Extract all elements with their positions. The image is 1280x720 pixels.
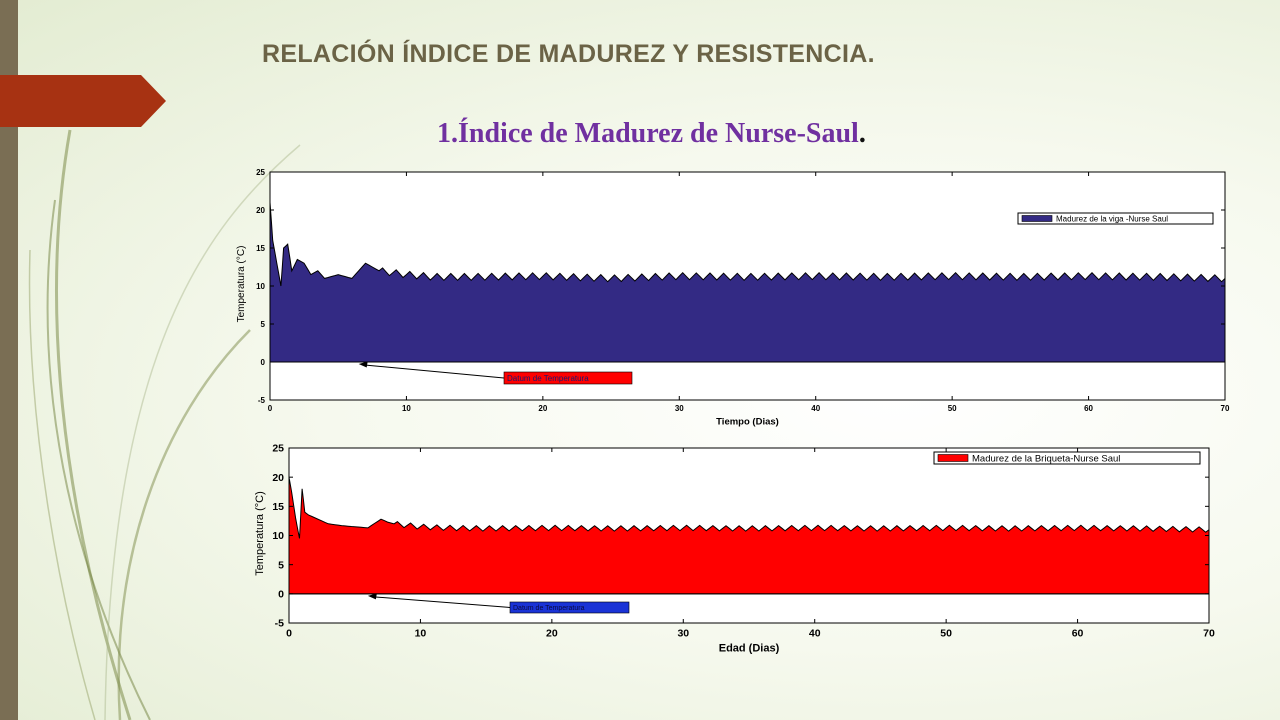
x-tick-label: 70 [1203, 628, 1215, 640]
x-tick-label: 40 [811, 404, 820, 413]
annotation-arrow [364, 364, 505, 379]
series-area [269, 202, 1226, 363]
legend-box [933, 451, 1201, 465]
x-axis-label: Tiempo (Dias) [716, 417, 779, 428]
subtitle-text: 1.Índice de Madurez de Nurse-Saul [437, 118, 859, 149]
series-area [288, 477, 1210, 595]
y-tick-label: 5 [261, 320, 266, 329]
y-tick-label: 10 [256, 282, 265, 291]
x-tick-label: 0 [268, 404, 273, 413]
slide-subtitle: 1.Índice de Madurez de Nurse-Saul. [437, 118, 866, 150]
decorative-swirl-lines [28, 129, 301, 720]
x-tick-label: 40 [809, 628, 821, 640]
legend-swatch [1021, 215, 1053, 222]
y-tick-label: -5 [275, 618, 284, 630]
y-axis-label: Temperatura (°C) [254, 491, 266, 575]
x-tick-label: 60 [1084, 404, 1093, 413]
y-tick-label: 25 [256, 168, 265, 177]
x-tick-label: 10 [402, 404, 411, 413]
y-tick-label: 15 [256, 244, 265, 253]
legend-box [1017, 212, 1214, 225]
y-tick-label: -5 [258, 396, 266, 405]
y-tick-label: 20 [256, 206, 265, 215]
title-accent-tab [0, 75, 166, 127]
y-tick-label: 20 [272, 472, 284, 484]
annotation-arrowhead [358, 361, 368, 368]
slide-title: RELACIÓN ÍNDICE DE MADUREZ Y RESISTENCIA… [262, 40, 875, 68]
x-tick-label: 50 [940, 628, 952, 640]
y-tick-label: 15 [272, 501, 284, 513]
annotation-arrow [373, 596, 511, 608]
x-axis-label: Edad (Dias) [719, 643, 780, 655]
x-tick-label: 70 [1221, 404, 1230, 413]
annotation-label: Datum de Temperatura [507, 374, 589, 383]
legend-label: Madurez de la viga -Nurse Saul [1056, 215, 1168, 224]
y-tick-label: 25 [272, 443, 284, 455]
x-tick-label: 20 [546, 628, 558, 640]
x-tick-label: 60 [1072, 628, 1084, 640]
x-tick-label: 30 [677, 628, 689, 640]
x-tick-label: 20 [538, 404, 547, 413]
annotation-label: Datum de Temperatura [513, 605, 585, 612]
x-tick-label: 30 [675, 404, 684, 413]
y-tick-label: 0 [278, 589, 284, 601]
subtitle-period: . [858, 118, 866, 149]
y-axis-label: Temperatura (°C) [236, 246, 247, 323]
left-accent-bar [0, 0, 18, 720]
y-tick-label: 0 [261, 358, 266, 367]
x-tick-label: 50 [948, 404, 957, 413]
annotation-arrowhead [367, 593, 377, 600]
legend-swatch [937, 454, 969, 462]
annotation-box [503, 371, 633, 385]
legend-label: Madurez de la Briqueta-Nurse Saul [972, 454, 1120, 465]
y-tick-label: 10 [272, 530, 284, 542]
x-tick-label: 0 [286, 628, 292, 640]
x-tick-label: 10 [415, 628, 427, 640]
annotation-box [509, 601, 630, 614]
y-tick-label: 5 [278, 559, 284, 571]
